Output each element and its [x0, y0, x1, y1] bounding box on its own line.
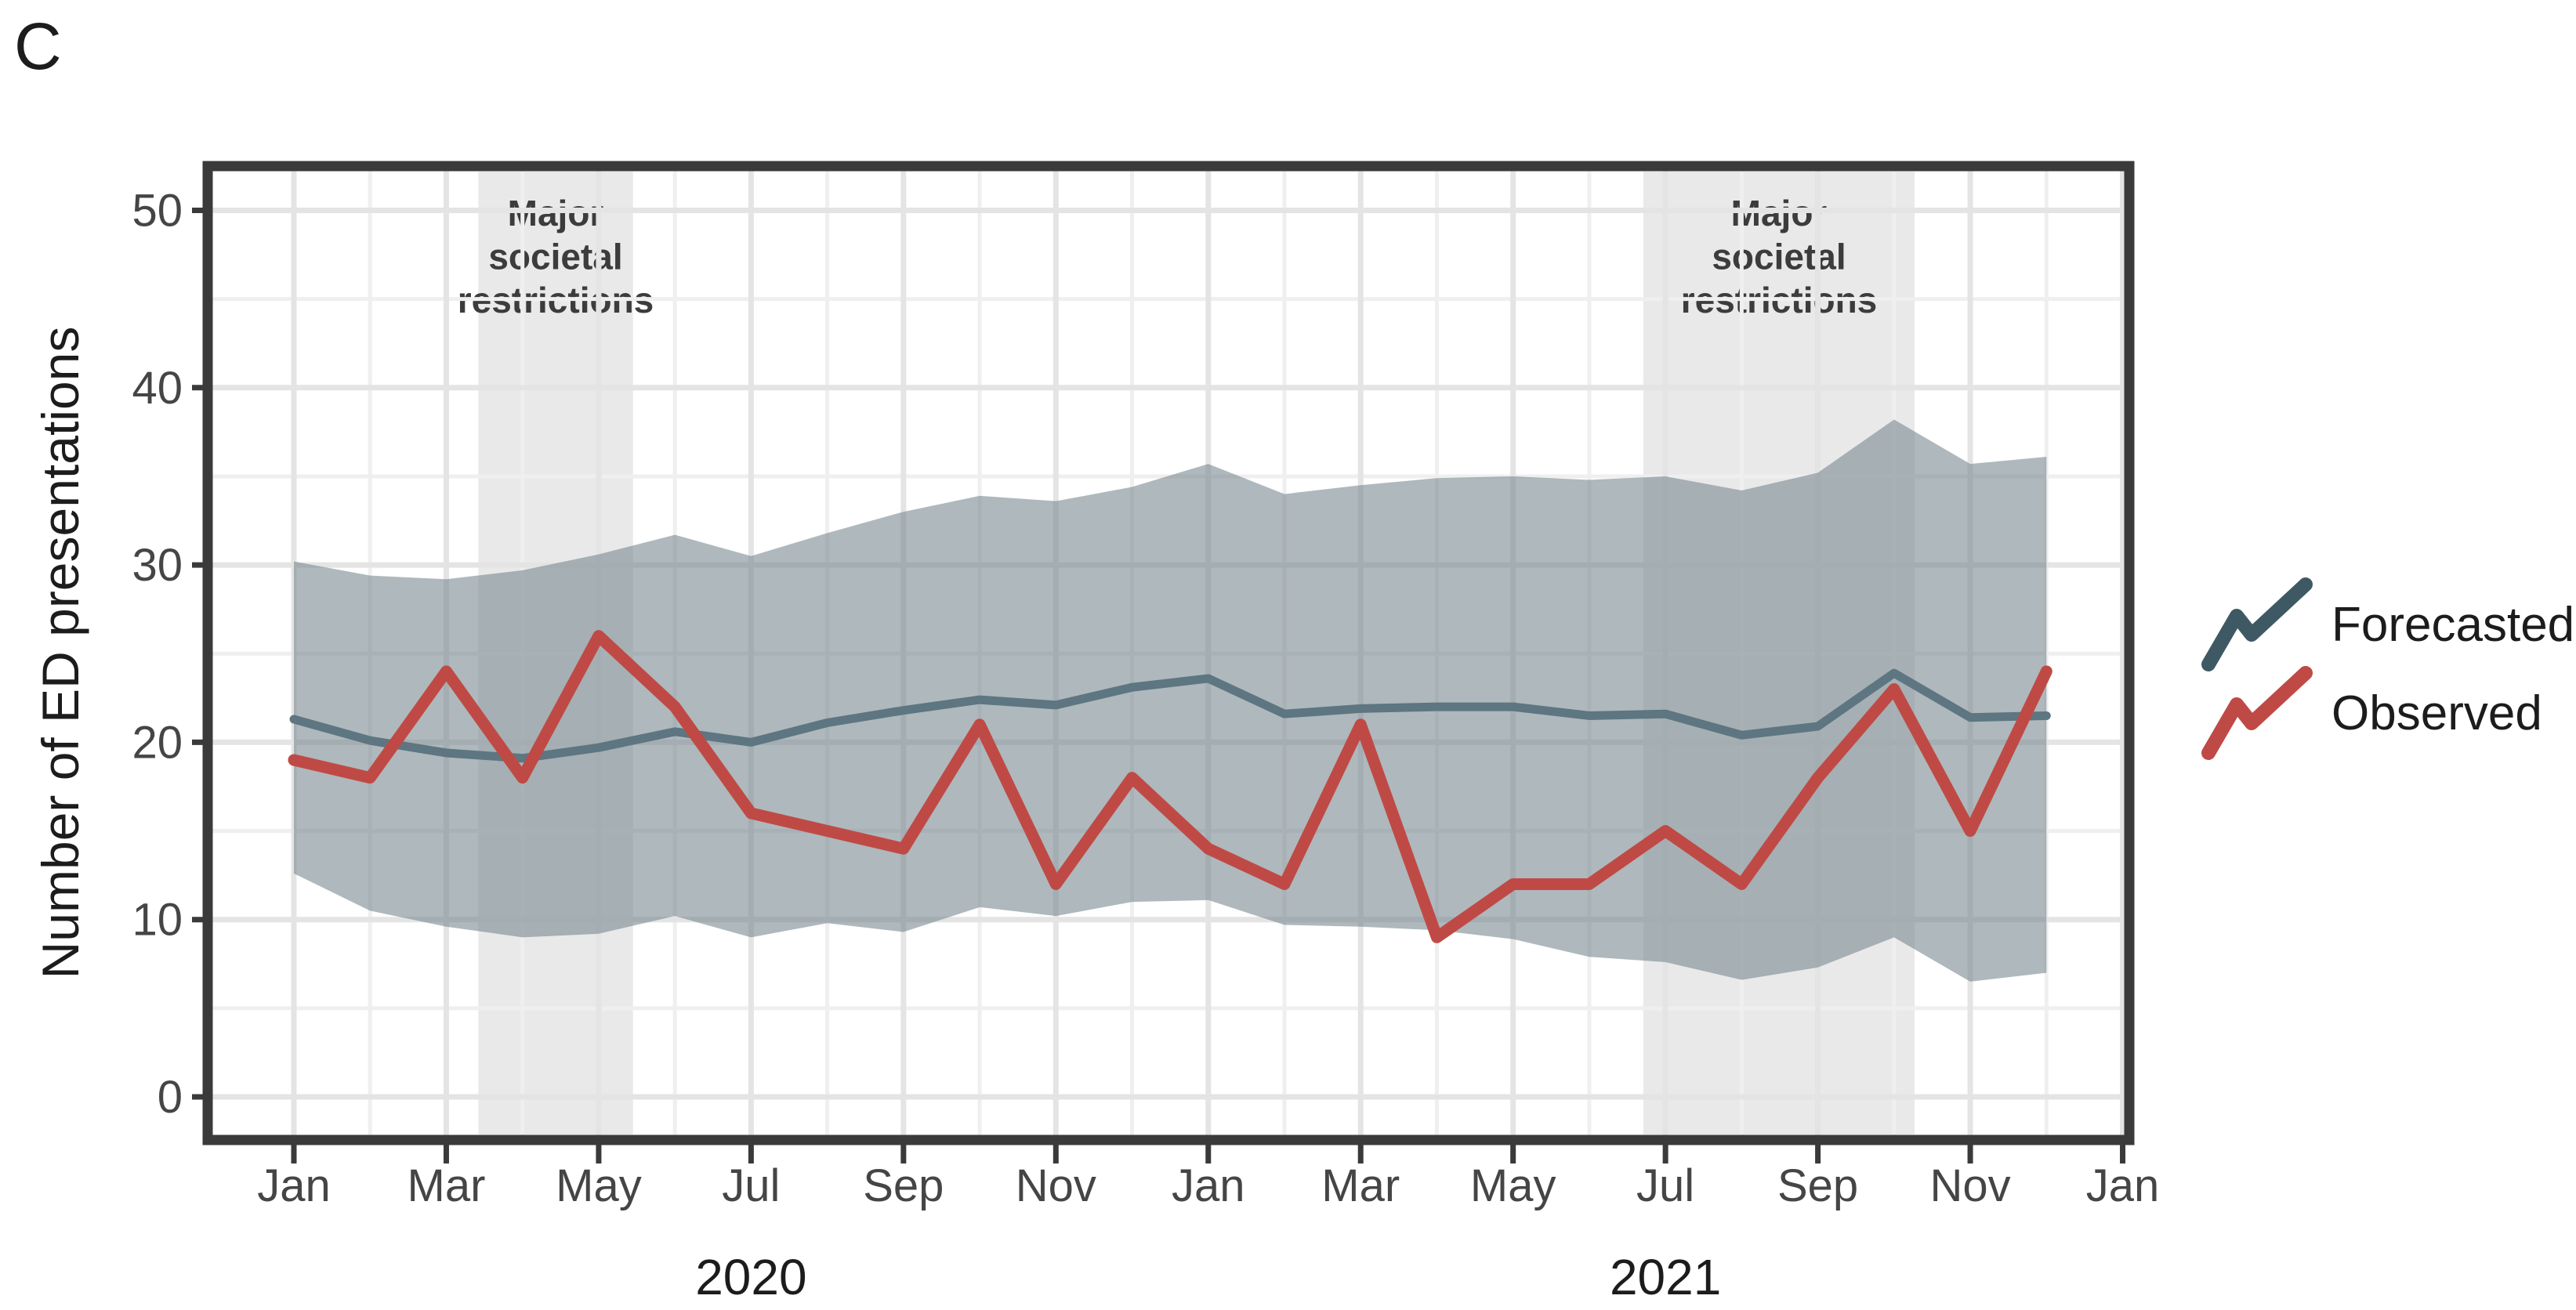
y-tick-label: 30 [132, 540, 183, 591]
x-axis-year-label: 2020 [695, 1249, 806, 1305]
x-tick-label: Mar [1321, 1160, 1400, 1211]
x-tick-label: Jan [2086, 1160, 2160, 1211]
x-tick-label: Jan [257, 1160, 331, 1211]
y-tick-label: 0 [158, 1072, 183, 1123]
x-tick-label: May [1470, 1160, 1556, 1211]
x-tick-label: Jul [722, 1160, 780, 1211]
x-tick-label: Nov [1016, 1160, 1096, 1211]
forecast-line [289, 668, 2051, 763]
x-tick-label: Sep [1777, 1160, 1858, 1211]
x-tick-label: Sep [863, 1160, 944, 1211]
x-axis-year-label: 2021 [1610, 1249, 1721, 1305]
legend-observed-line-icon [2201, 666, 2313, 760]
confidence-ribbon [294, 419, 2047, 982]
x-tick-label: Mar [408, 1160, 486, 1211]
y-axis: 0 10 20 30 40 50 Number of ED presentations [31, 186, 208, 1123]
panel-border [202, 161, 2135, 1145]
x-tick-label: Nov [1929, 1160, 2010, 1211]
y-tick-label: 50 [132, 186, 183, 237]
y-tick-label: 10 [132, 895, 183, 946]
y-tick-label: 40 [132, 363, 183, 414]
y-tick-label: 20 [132, 717, 183, 768]
legend: Forecasted Observed [2201, 577, 2574, 760]
y-axis-title: Number of ED presentations [31, 327, 89, 979]
x-tick-label: Jan [1172, 1160, 1245, 1211]
restriction-band-label: societal [1712, 237, 1846, 277]
legend-forecasted-line-icon [2201, 577, 2313, 671]
panel-label: C [14, 9, 62, 83]
x-tick-label: Jul [1636, 1160, 1694, 1211]
legend-label: Forecasted [2331, 598, 2574, 652]
x-tick-label: May [556, 1160, 642, 1211]
observed-line [288, 630, 2052, 943]
x-axis: Jan Mar May Jul Sep Nov Jan Mar May Jul Sep Nov Jan 2… [257, 1140, 2159, 1305]
legend-label: Observed [2331, 686, 2542, 740]
restriction-band-label: societal [488, 237, 622, 277]
